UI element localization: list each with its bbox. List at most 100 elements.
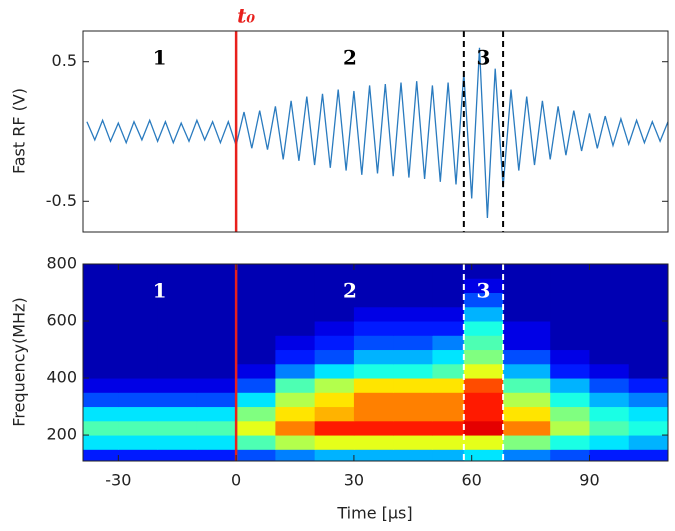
heat-cell [432,449,465,461]
x-tick-label: 30 [344,471,364,490]
heat-cell [353,306,394,322]
heat-cell [275,264,316,279]
heat-cell [393,264,433,279]
heat-cell [353,449,394,461]
heat-cell [393,349,433,365]
heat-cell [314,378,355,393]
heat-cell [589,306,630,322]
plot-area [86,47,668,219]
heat-cell [118,264,159,279]
heat-cell [503,392,551,408]
heat-cell [463,406,504,422]
heat-cell [118,363,159,379]
heat-cell [236,449,276,461]
heat-cell [393,392,433,408]
heat-cell [157,363,198,379]
heat-cell [503,363,551,379]
heat-cell [118,335,159,351]
region-label: 2 [343,46,357,70]
heat-cell [83,306,119,322]
heat-cell [236,349,276,365]
heat-cell [463,378,504,393]
heat-cell [503,335,551,351]
heat-cell [589,363,630,379]
heat-cell [550,378,590,393]
heat-cell [236,363,276,379]
heat-cell [157,278,198,294]
heat-cell [550,292,590,308]
x-tick-label: 60 [462,471,482,490]
heat-cell [550,363,590,379]
heat-cell [503,420,551,436]
heat-cell [83,378,119,393]
heat-cell [314,349,355,365]
heat-cell [353,292,394,308]
x-tick-label: -30 [105,471,131,490]
heat-cell [196,392,237,408]
heat-cell [314,363,355,379]
heat-cell [314,420,355,436]
region-label: 3 [477,279,491,303]
heat-cell [118,378,159,393]
heat-cell [463,278,504,294]
marker-label: t₀ [237,4,255,28]
y-tick-label: -0.5 [46,191,77,210]
heat-cell [275,321,316,336]
heat-cell [83,278,119,294]
heat-cell [503,278,551,294]
heat-cell [196,306,237,322]
x-tick-label: 90 [579,471,599,490]
heat-cell [83,363,119,379]
heat-cell [463,392,504,408]
heat-cell [628,406,668,422]
plot-area [83,264,668,461]
heat-cell [463,292,504,308]
heat-cell [275,420,316,436]
heat-cell [236,435,276,450]
heat-cell [589,349,630,365]
heat-cell [314,449,355,461]
region-label: 3 [477,46,491,70]
heat-cell [196,335,237,351]
heat-cell [236,278,276,294]
heat-cell [275,406,316,422]
y-tick-label: 400 [46,368,77,387]
heat-cell [432,378,465,393]
heat-cell [432,292,465,308]
heat-cell [353,378,394,393]
heat-cell [432,335,465,351]
heat-cell [118,292,159,308]
heat-cell [628,306,668,322]
heat-cell [275,392,316,408]
heat-cell [393,449,433,461]
heat-cell [157,406,198,422]
heat-cell [157,449,198,461]
heat-cell [236,306,276,322]
heat-cell [550,406,590,422]
heat-cell [157,321,198,336]
heat-cell [503,306,551,322]
heat-cell [314,321,355,336]
heat-cell [463,435,504,450]
heat-cell [550,435,590,450]
heat-cell [463,449,504,461]
heat-cell [118,435,159,450]
heat-cell [83,420,119,436]
waveform [86,47,668,219]
heat-cell [275,292,316,308]
heat-cell [118,406,159,422]
heat-cell [353,420,394,436]
heat-cell [589,335,630,351]
heat-cell [432,392,465,408]
heat-cell [275,378,316,393]
heat-cell [589,420,630,436]
heat-cell [393,363,433,379]
heat-cell [275,278,316,294]
heat-cell [503,321,551,336]
heat-cell [118,449,159,461]
heat-cell [589,406,630,422]
heat-cell [503,435,551,450]
heat-cell [628,264,668,279]
heat-cell [83,264,119,279]
heat-cell [157,420,198,436]
